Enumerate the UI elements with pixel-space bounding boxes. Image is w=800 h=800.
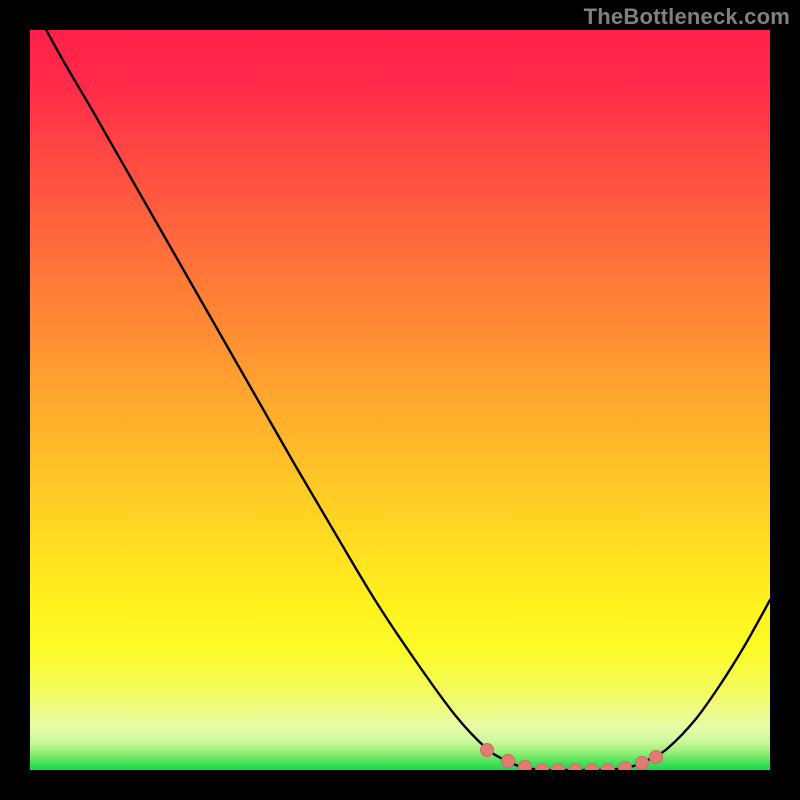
bottleneck-chart bbox=[0, 0, 800, 800]
marker-dot bbox=[650, 751, 663, 764]
plot-background bbox=[30, 30, 770, 770]
marker-dot bbox=[502, 755, 515, 768]
chart-stage: TheBottleneck.com bbox=[0, 0, 800, 800]
marker-dot bbox=[481, 744, 494, 757]
watermark-text: TheBottleneck.com bbox=[584, 0, 800, 32]
marker-dot bbox=[636, 757, 649, 770]
